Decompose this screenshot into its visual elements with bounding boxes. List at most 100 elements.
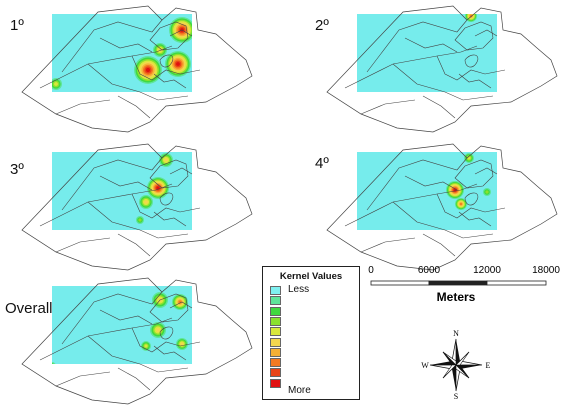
- district-boundary: [404, 175, 458, 191]
- district-boundary: [55, 237, 111, 253]
- legend-swatch: [270, 286, 281, 295]
- map-panel-2: 2º: [305, 0, 563, 133]
- district-boundary: [149, 159, 189, 189]
- scale-tick-1: 6000: [418, 265, 441, 276]
- district-boundary: [422, 95, 456, 119]
- hotspot-ring: [144, 344, 148, 348]
- district-boundary: [153, 211, 187, 227]
- legend-swatch: [270, 306, 281, 316]
- hotspot-ring: [164, 158, 168, 162]
- district-boundary: [87, 63, 189, 101]
- district-boundary: [131, 55, 201, 81]
- panel-label-1: 1º: [10, 17, 24, 34]
- kernel-surface: [52, 14, 192, 92]
- hotspot-ring: [138, 218, 142, 222]
- hotspot-ring: [144, 200, 148, 204]
- district-boundary: [392, 63, 494, 101]
- scale-tick-0: 0: [368, 265, 374, 276]
- district-boundary: [117, 233, 151, 257]
- district-boundary: [99, 175, 153, 191]
- district-boundary: [436, 55, 506, 81]
- scale-tick-2: 12000: [473, 265, 501, 276]
- scale-bar: 0 6000 12000 18000 Meters: [360, 260, 560, 310]
- legend: Kernel Values Less More: [262, 266, 360, 400]
- district-boundary: [458, 73, 492, 89]
- legend-swatch: [270, 378, 281, 388]
- district-boundary: [454, 21, 494, 51]
- district-boundary: [464, 192, 479, 206]
- district-boundary: [87, 335, 189, 373]
- district-boundary: [159, 326, 174, 340]
- district-boundary: [61, 291, 163, 345]
- district-boundary: [153, 73, 187, 89]
- map-1: [21, 5, 253, 133]
- district-boundary: [436, 193, 506, 219]
- hotspot-ring: [485, 190, 489, 194]
- panel-label-4: 4º: [315, 155, 329, 172]
- district-boundary: [149, 21, 189, 51]
- compass-n: N: [453, 329, 459, 338]
- scale-unit-label: Meters: [437, 290, 476, 304]
- district-boundary: [55, 371, 111, 387]
- legend-swatch: [270, 327, 281, 337]
- district-boundary: [131, 327, 201, 353]
- district-boundary: [392, 201, 494, 239]
- district-boundary: [159, 54, 174, 68]
- panel-label-2: 2º: [315, 17, 329, 34]
- district-boundary: [458, 211, 492, 227]
- map-4: [326, 143, 558, 271]
- district-boundary: [360, 237, 416, 253]
- map-overall: [21, 277, 253, 405]
- hotspot-ring: [459, 202, 463, 206]
- district-boundary: [404, 37, 458, 53]
- district-boundary: [117, 95, 151, 119]
- legend-title: Kernel Values: [279, 271, 343, 282]
- hotspot-ring: [145, 67, 151, 73]
- legend-swatch: [270, 368, 281, 378]
- hotspot-ring: [176, 62, 180, 66]
- scale-tick-3: 18000: [532, 265, 560, 276]
- district-boundary: [99, 37, 153, 53]
- district-boundary: [169, 29, 193, 37]
- district-boundary: [422, 233, 456, 257]
- legend-swatch: [270, 337, 281, 347]
- legend-low-label: Less: [288, 284, 310, 295]
- district-boundary: [169, 301, 193, 309]
- district-boundary: [454, 159, 494, 189]
- district-boundary: [149, 293, 189, 323]
- district-boundary: [169, 167, 193, 175]
- district-boundary: [464, 54, 479, 68]
- district-boundary: [99, 309, 153, 325]
- panel-label-3: 3º: [10, 161, 24, 178]
- district-boundary: [360, 99, 416, 115]
- map-3: [21, 143, 253, 271]
- hotspot-ring: [54, 82, 58, 86]
- map-panel-3: 3º: [0, 138, 260, 271]
- district-boundary: [131, 193, 201, 219]
- legend-swatch: [270, 347, 281, 357]
- district-boundary: [366, 19, 468, 73]
- hotspot-ring: [50, 364, 53, 367]
- hotspot-ring: [155, 327, 161, 333]
- compass-rose-icon: N S E W: [420, 328, 492, 401]
- compass-w: W: [421, 361, 429, 370]
- district-boundary: [117, 367, 151, 391]
- hotspot-ring: [180, 342, 184, 346]
- district-boundary: [61, 19, 163, 73]
- legend-swatch: [270, 316, 281, 326]
- district-boundary: [153, 345, 187, 361]
- district-boundary: [474, 167, 498, 175]
- legend-swatch: [270, 296, 281, 306]
- district-boundary: [159, 192, 174, 206]
- kernel-surface: [357, 14, 497, 92]
- compass-s: S: [454, 392, 458, 400]
- map-2: [326, 5, 558, 133]
- district-boundary: [366, 157, 468, 211]
- legend-high-label: More: [288, 385, 311, 396]
- kernel-surface: [52, 286, 192, 364]
- kernel-surface: [357, 152, 497, 230]
- district-boundary: [55, 99, 111, 115]
- map-panel-overall: Overall: [0, 272, 260, 405]
- map-panel-4: 4º: [305, 138, 563, 271]
- compass-e: E: [486, 361, 491, 370]
